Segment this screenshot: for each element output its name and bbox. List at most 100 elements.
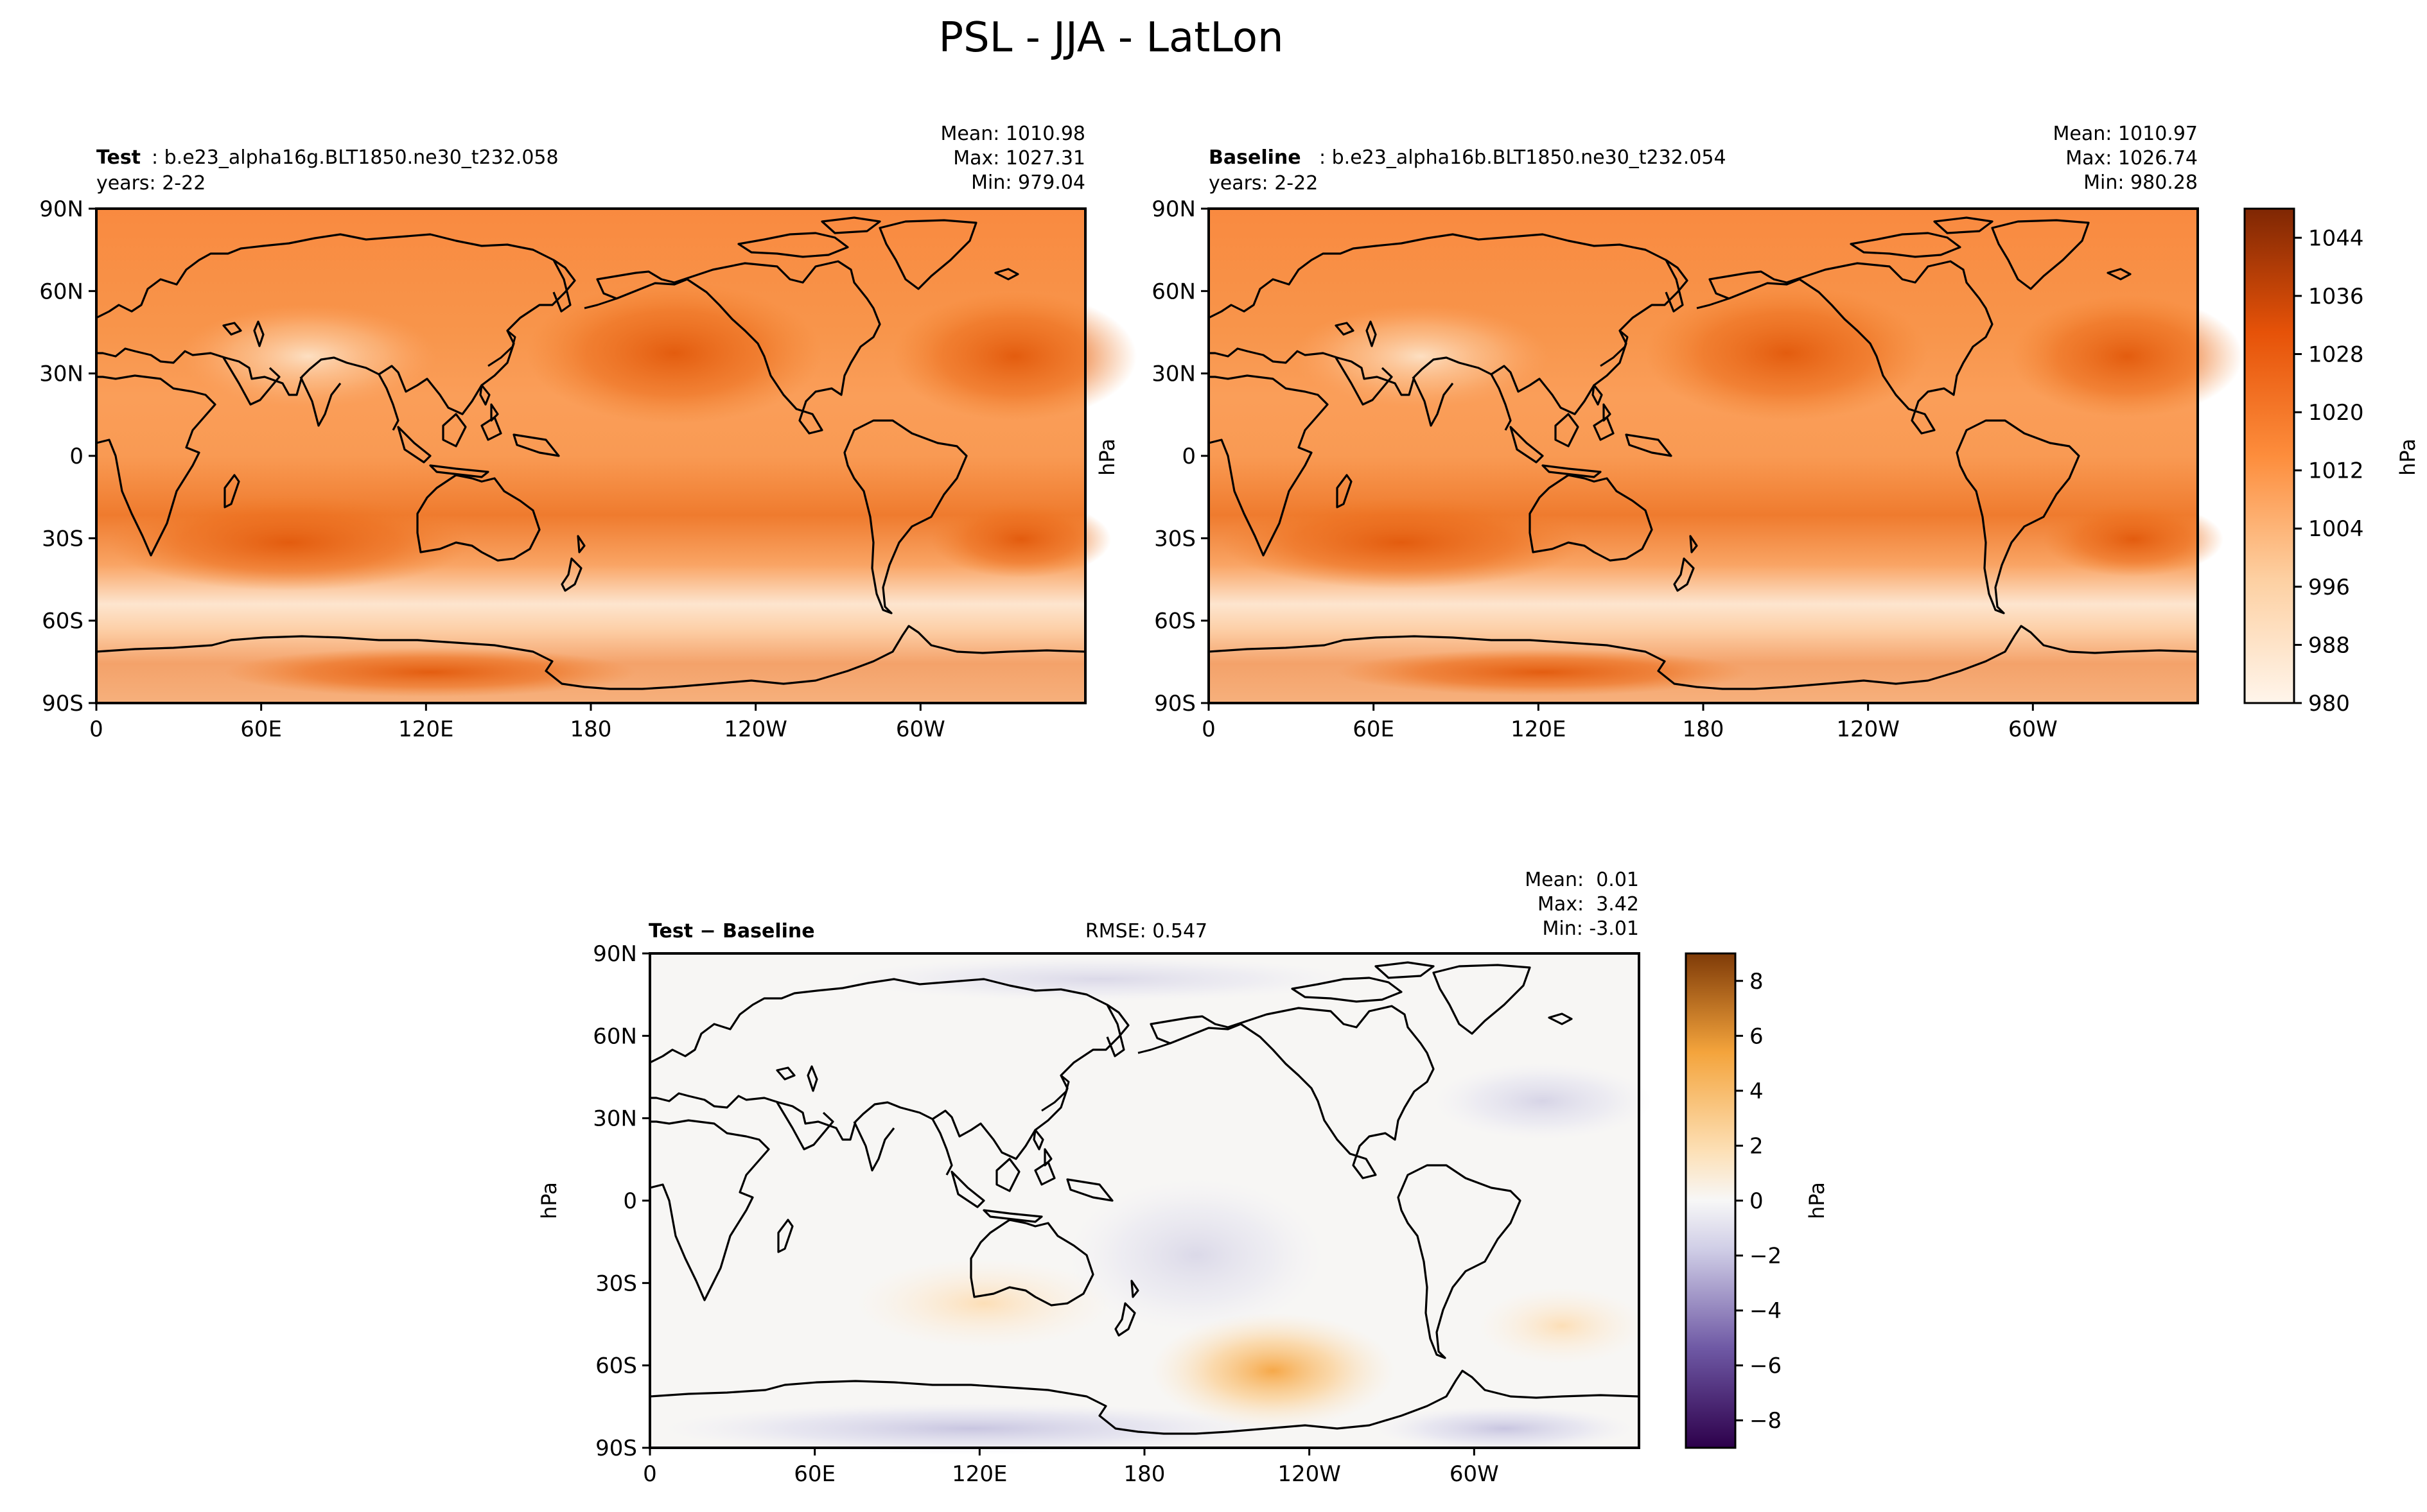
map-test-field <box>96 209 1085 703</box>
panel-baseline: Baseline : b.e23_alpha16b.BLT1850.ne30_t… <box>1095 123 2243 742</box>
ytick-label-baseline-1: 60N <box>1152 279 1196 304</box>
xtick-label-baseline-2: 120E <box>1511 717 1566 742</box>
xtick-label-test-4: 120W <box>724 717 787 742</box>
panel-diff-label-bold: Test − Baseline <box>649 920 815 943</box>
xtick-label-baseline-3: 180 <box>1683 717 1724 742</box>
map-test-south-indian-high <box>109 494 469 591</box>
cb-diff-ticks-tick-label-6: −4 <box>1749 1298 1782 1324</box>
colorbar-diff-bar <box>1685 952 1737 1449</box>
ytick-label-baseline-2: 30N <box>1152 361 1196 387</box>
xtick-label-baseline-1: 60E <box>1353 717 1394 742</box>
cb-main-ticks-tick-label-2: 1028 <box>2308 342 2364 367</box>
ytick-label-test-5: 60S <box>42 609 83 634</box>
cb-diff-ticks-tick-label-0: 8 <box>1749 969 1764 995</box>
ytick-label-diff-6: 90S <box>595 1436 637 1461</box>
map-test-south-atlantic-high <box>931 501 1111 578</box>
cb-diff-ticks-tick-label-1: 6 <box>1749 1023 1764 1049</box>
panel-baseline-max: Max: 1026.74 <box>2065 147 2198 169</box>
map-baseline-azores-high <box>2011 295 2243 417</box>
ytick-label-diff-5: 60S <box>595 1353 637 1379</box>
xtick-label-diff-5: 60W <box>1450 1461 1499 1487</box>
ytick-label-baseline-6: 90S <box>1154 691 1196 717</box>
ytick-label-baseline-4: 30S <box>1154 526 1196 552</box>
panel-baseline-min: Min: 980.28 <box>2083 171 2198 194</box>
xaxis-diff: 0 60E 120E 180 120W 60W <box>643 1448 1499 1487</box>
panel-test-label-rest: : b.e23_alpha16g.BLT1850.ne30_t232.058 <box>152 146 559 169</box>
cb-main-ticks-tick-label-8: 980 <box>2308 691 2350 717</box>
panel-baseline-label-bold: Baseline <box>1209 146 1301 169</box>
map-test-asia-low <box>180 305 437 408</box>
colorbar-diff-ticks: 8 6 4 2 0 −2 −4 −6 −8 <box>1735 969 1782 1434</box>
cb-main-ticks-tick-label-3: 1020 <box>2308 400 2364 426</box>
map-diff-atlantic-south-negative <box>1376 1406 1633 1451</box>
xtick-label-baseline-0: 0 <box>1202 717 1216 742</box>
panel-diff-min: Min: -3.01 <box>1543 917 1640 940</box>
ytick-label-test-3: 0 <box>69 444 83 469</box>
map-diff-pacific-negative <box>1067 1178 1324 1332</box>
colorbar-main-label: hPa <box>2396 439 2420 476</box>
ytick-label-baseline-5: 60S <box>1154 609 1196 634</box>
cb-diff-ticks-tick-label-4: 0 <box>1749 1188 1764 1214</box>
map-diff-australia-positive <box>855 1258 1112 1348</box>
yaxis-diff: 90N 60N 30N 0 30S 60S 90S <box>593 941 650 1461</box>
cb-main-ticks-tick-label-4: 1012 <box>2308 458 2364 484</box>
map-test-azores-high <box>893 292 1137 421</box>
xtick-label-diff-0: 0 <box>643 1461 657 1487</box>
xtick-label-diff-2: 120E <box>952 1461 1007 1487</box>
xaxis-baseline: 0 60E 120E 180 120W 60W <box>1202 703 2058 742</box>
xtick-label-test-2: 120E <box>398 717 453 742</box>
map-diff-south-atlantic-positive <box>1478 1287 1645 1364</box>
ytick-label-test-0: 90N <box>39 196 83 222</box>
ytick-label-test-4: 30S <box>42 526 83 552</box>
map-baseline-south-atlantic-high <box>2044 502 2223 577</box>
cb-main-ticks-tick-label-1: 1036 <box>2308 284 2364 309</box>
xtick-label-baseline-5: 60W <box>2008 717 2058 742</box>
map-baseline-asia-low <box>1292 305 1549 408</box>
map-test <box>95 207 1137 704</box>
cb-main-ticks-tick-label-7: 988 <box>2308 632 2350 658</box>
map-baseline-antarctic-ridge <box>1337 649 1748 695</box>
xtick-label-test-3: 180 <box>570 717 612 742</box>
map-diff-arctic-negative <box>843 957 1356 1002</box>
panel-diff-max: Max: 3.42 <box>1538 893 1639 916</box>
cb-diff-ticks-tick-label-3: 2 <box>1749 1133 1764 1159</box>
cb-diff-ticks-tick-label-8: −8 <box>1749 1408 1782 1434</box>
xtick-label-diff-3: 180 <box>1124 1461 1166 1487</box>
colorbar-main: 1044 1036 1028 1020 1012 1004 996 988 980 hPa <box>2243 207 2420 717</box>
cb-main-ticks-tick-label-5: 1004 <box>2308 516 2364 542</box>
cb-main-ticks-tick-label-6: 996 <box>2308 575 2350 600</box>
panel-baseline-label-rest: : b.e23_alpha16b.BLT1850.ne30_t232.054 <box>1319 146 1726 169</box>
colorbar-diff: 8 6 4 2 0 −2 −4 −6 −8 hPa <box>1685 952 1829 1449</box>
map-diff-southern-ocean-negative <box>663 1403 1279 1454</box>
map-diff-atlantic-negative <box>1433 1063 1652 1140</box>
ytick-label-baseline-3: 0 <box>1182 444 1196 469</box>
map-baseline-north-pacific-high <box>1645 286 1928 421</box>
panel-baseline-years: years: 2-22 <box>1209 172 1318 195</box>
panel-diff-mean: Mean: 0.01 <box>1525 869 1639 891</box>
map-baseline-field <box>1209 209 2198 703</box>
panel-test-mean: Mean: 1010.98 <box>941 123 1085 145</box>
ytick-label-baseline-0: 90N <box>1152 196 1196 222</box>
xtick-label-diff-1: 60E <box>794 1461 836 1487</box>
panel-diff: Test − Baseline RMSE: 0.547 Mean: 0.01 M… <box>537 869 1652 1487</box>
colorbar-main-ticks: 1044 1036 1028 1020 1012 1004 996 988 980 <box>2294 225 2364 717</box>
ytick-label-test-1: 60N <box>39 279 83 304</box>
xtick-label-test-5: 60W <box>896 717 945 742</box>
ytick-label-diff-2: 30N <box>593 1106 637 1132</box>
xtick-label-test-1: 60E <box>240 717 282 742</box>
cb-diff-ticks-tick-label-7: −6 <box>1749 1353 1782 1379</box>
map-test-antarctic-ridge <box>225 648 636 697</box>
cb-diff-ticks-tick-label-2: 4 <box>1749 1079 1764 1104</box>
xtick-label-test-0: 0 <box>89 717 103 742</box>
xtick-label-baseline-4: 120W <box>1836 717 1900 742</box>
ytick-label-test-2: 30N <box>39 361 83 387</box>
panel-test-max: Max: 1027.31 <box>953 147 1085 169</box>
map-baseline-south-indian-high <box>1222 496 1581 589</box>
side-label-main: hPa <box>1095 439 1119 476</box>
map-diff-south-pacific-positive <box>1151 1313 1395 1429</box>
map-test-north-pacific-high <box>527 282 822 424</box>
ytick-label-diff-3: 0 <box>623 1188 637 1214</box>
map-diff <box>649 952 1652 1454</box>
cb-diff-ticks-tick-label-5: −2 <box>1749 1244 1782 1269</box>
yaxis-baseline: 90N 60N 30N 0 30S 60S 90S <box>1152 196 1209 717</box>
